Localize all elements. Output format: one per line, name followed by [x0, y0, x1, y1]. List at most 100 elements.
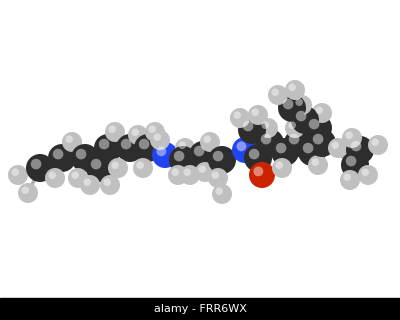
- Circle shape: [371, 138, 379, 146]
- Circle shape: [208, 168, 228, 188]
- Circle shape: [288, 121, 296, 129]
- Circle shape: [276, 143, 286, 153]
- Circle shape: [86, 154, 114, 182]
- Circle shape: [285, 118, 305, 138]
- Circle shape: [304, 114, 332, 142]
- Circle shape: [169, 146, 197, 174]
- Circle shape: [340, 170, 360, 190]
- Circle shape: [232, 137, 258, 163]
- Circle shape: [76, 149, 86, 159]
- Circle shape: [48, 144, 76, 172]
- Circle shape: [48, 172, 56, 179]
- Circle shape: [174, 151, 184, 161]
- Circle shape: [298, 138, 326, 166]
- Circle shape: [331, 141, 339, 149]
- Circle shape: [233, 111, 241, 119]
- Circle shape: [11, 168, 19, 176]
- Circle shape: [309, 119, 319, 129]
- Circle shape: [153, 133, 161, 141]
- Circle shape: [26, 154, 54, 182]
- Circle shape: [148, 125, 156, 133]
- Circle shape: [251, 108, 259, 116]
- Circle shape: [198, 165, 206, 173]
- Circle shape: [31, 159, 42, 169]
- Circle shape: [178, 141, 186, 149]
- Circle shape: [288, 84, 296, 91]
- Circle shape: [103, 178, 111, 186]
- Circle shape: [284, 129, 312, 157]
- Circle shape: [108, 158, 128, 178]
- Circle shape: [116, 134, 144, 162]
- Circle shape: [45, 168, 65, 188]
- Circle shape: [189, 141, 217, 169]
- Circle shape: [200, 132, 220, 152]
- Circle shape: [91, 159, 102, 169]
- Circle shape: [311, 158, 319, 166]
- Circle shape: [180, 165, 200, 185]
- Circle shape: [368, 135, 388, 155]
- Circle shape: [194, 146, 204, 156]
- Circle shape: [295, 98, 303, 106]
- Circle shape: [71, 144, 99, 172]
- Circle shape: [18, 183, 38, 203]
- Circle shape: [152, 142, 178, 168]
- Circle shape: [212, 184, 232, 204]
- Circle shape: [275, 161, 283, 169]
- Circle shape: [195, 162, 215, 182]
- Circle shape: [230, 108, 250, 128]
- Circle shape: [136, 161, 144, 169]
- Circle shape: [150, 130, 170, 150]
- Circle shape: [261, 134, 271, 144]
- Circle shape: [211, 172, 219, 179]
- Circle shape: [62, 132, 82, 152]
- Circle shape: [213, 151, 223, 161]
- Circle shape: [156, 147, 166, 156]
- Circle shape: [203, 135, 211, 143]
- Circle shape: [292, 95, 312, 115]
- Circle shape: [238, 116, 266, 144]
- Circle shape: [111, 161, 119, 169]
- Bar: [0, 298, 400, 320]
- Circle shape: [72, 172, 79, 179]
- Circle shape: [208, 146, 236, 174]
- Circle shape: [22, 186, 29, 194]
- Circle shape: [346, 136, 374, 164]
- Circle shape: [80, 175, 100, 195]
- Circle shape: [345, 132, 353, 139]
- Circle shape: [346, 156, 356, 166]
- Circle shape: [362, 168, 369, 176]
- Circle shape: [296, 111, 306, 121]
- Circle shape: [256, 129, 284, 157]
- Circle shape: [313, 134, 323, 144]
- Circle shape: [315, 106, 323, 114]
- Circle shape: [94, 134, 122, 162]
- Circle shape: [271, 88, 279, 96]
- Circle shape: [351, 141, 362, 151]
- Circle shape: [289, 134, 299, 144]
- Circle shape: [53, 149, 64, 159]
- Circle shape: [262, 121, 269, 129]
- Circle shape: [215, 188, 223, 195]
- Circle shape: [343, 173, 351, 181]
- Circle shape: [358, 165, 378, 185]
- Circle shape: [249, 162, 275, 188]
- Circle shape: [328, 138, 348, 158]
- Circle shape: [139, 139, 150, 149]
- Circle shape: [236, 141, 246, 151]
- Circle shape: [134, 134, 162, 162]
- Circle shape: [254, 166, 263, 176]
- Circle shape: [121, 139, 131, 149]
- Circle shape: [133, 158, 153, 178]
- Circle shape: [342, 128, 362, 148]
- Text: alamy - FRR6WX: alamy - FRR6WX: [154, 304, 246, 314]
- Circle shape: [8, 165, 28, 185]
- Circle shape: [100, 175, 120, 195]
- Circle shape: [244, 144, 272, 172]
- Circle shape: [84, 178, 91, 186]
- Circle shape: [145, 122, 165, 142]
- Circle shape: [128, 125, 148, 145]
- Circle shape: [168, 165, 188, 185]
- Circle shape: [272, 158, 292, 178]
- Circle shape: [171, 168, 179, 176]
- Circle shape: [341, 151, 369, 179]
